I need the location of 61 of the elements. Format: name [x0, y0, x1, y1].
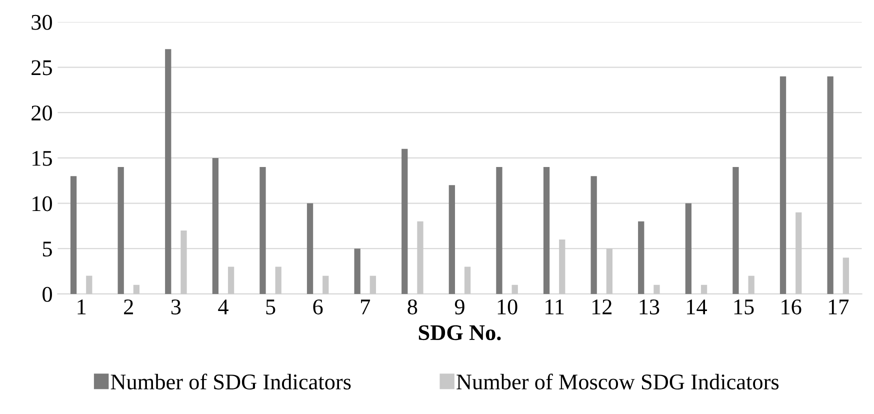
- y-tick-label: 25: [32, 60, 52, 76]
- y-tick-label: 0: [42, 286, 52, 302]
- bar: [496, 167, 502, 294]
- bar: [780, 76, 786, 294]
- legend-label: Number of Moscow SDG Indicators: [456, 374, 779, 390]
- bar: [228, 266, 234, 294]
- y-tick-label: 5: [43, 242, 52, 257]
- bar: [464, 266, 471, 294]
- bar: [118, 167, 124, 294]
- x-tick-label: 1: [78, 300, 86, 314]
- bar: [370, 276, 376, 294]
- bar: [180, 230, 187, 294]
- bar: [748, 276, 754, 294]
- x-tick-label: 5: [266, 300, 276, 314]
- bar: [842, 258, 849, 294]
- bar: [543, 167, 550, 294]
- x-tick-label: 7: [361, 300, 370, 314]
- bar: [559, 240, 566, 294]
- bar: [638, 221, 644, 294]
- bar: [70, 176, 77, 294]
- y-tick-label: 20: [32, 106, 52, 121]
- bar: [827, 76, 834, 294]
- bar: [354, 248, 360, 294]
- bar: [275, 266, 282, 294]
- y-tick-label: 15: [32, 150, 52, 166]
- y-tick-label: 10: [32, 196, 52, 212]
- bar: [133, 284, 140, 294]
- x-tick-label: 4: [218, 300, 228, 314]
- bar: [322, 276, 329, 294]
- bar: [212, 158, 218, 294]
- bar: [512, 284, 518, 294]
- x-tick-label: 2: [124, 300, 133, 314]
- x-tick-label: 11: [546, 300, 564, 314]
- bar: [417, 221, 424, 294]
- x-tick-label: 16: [782, 300, 802, 314]
- x-tick-label: 12: [592, 300, 612, 314]
- x-tick-label: 9: [454, 300, 464, 314]
- bar: [86, 276, 92, 294]
- y-tick-label: 30: [32, 14, 52, 30]
- x-tick-label: 17: [828, 300, 849, 314]
- bar: [654, 284, 660, 294]
- x-tick-label: 3: [171, 300, 181, 314]
- bar: [606, 248, 612, 294]
- bar: [590, 176, 597, 294]
- x-tick-label: 14: [687, 300, 707, 314]
- bar: [306, 203, 314, 294]
- x-axis-title: SDG No.: [418, 325, 501, 340]
- x-tick-label: 6: [313, 300, 323, 314]
- x-tick-label: 10: [498, 299, 518, 314]
- bar: [165, 49, 172, 294]
- bar: [260, 167, 266, 294]
- bar: [685, 203, 692, 294]
- x-tick-label: 15: [734, 300, 754, 314]
- bar: [732, 167, 739, 294]
- bar: [402, 148, 408, 294]
- x-tick-label: 13: [640, 300, 660, 314]
- bar: [796, 212, 802, 294]
- legend-label: Number of SDG Indicators: [110, 374, 351, 390]
- bar: [700, 284, 708, 294]
- x-tick-label: 8: [408, 299, 418, 314]
- bar: [448, 185, 455, 294]
